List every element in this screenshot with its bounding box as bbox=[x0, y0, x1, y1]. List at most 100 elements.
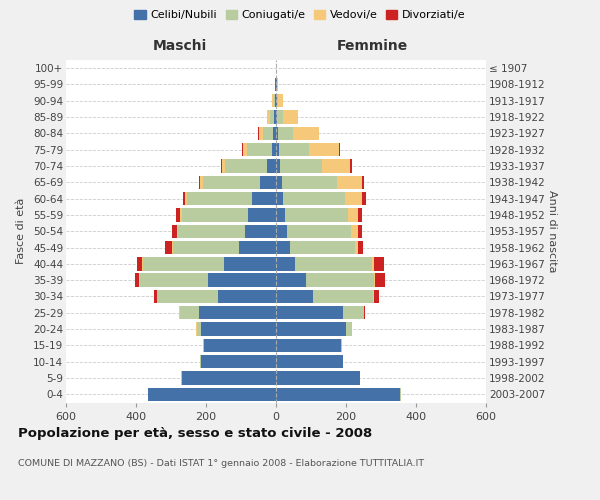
Bar bbox=[313, 290, 373, 303]
Bar bbox=[203, 338, 204, 352]
Bar bbox=[172, 224, 177, 238]
Bar bbox=[275, 94, 276, 108]
Bar bbox=[182, 192, 185, 205]
Bar bbox=[374, 257, 384, 270]
Bar bbox=[374, 290, 379, 303]
Bar bbox=[276, 388, 400, 401]
Bar bbox=[201, 322, 276, 336]
Bar bbox=[346, 322, 352, 336]
Bar bbox=[295, 257, 372, 270]
Bar bbox=[139, 274, 208, 287]
Bar bbox=[276, 322, 346, 336]
Bar bbox=[276, 355, 343, 368]
Legend: Celibi/Nubili, Coniugati/e, Vedovi/e, Divorziati/e: Celibi/Nubili, Coniugati/e, Vedovi/e, Di… bbox=[130, 6, 470, 25]
Bar bbox=[182, 208, 248, 222]
Bar bbox=[355, 241, 358, 254]
Bar bbox=[277, 110, 283, 124]
Bar bbox=[267, 110, 270, 124]
Bar bbox=[248, 208, 276, 222]
Bar bbox=[157, 290, 218, 303]
Bar bbox=[276, 143, 279, 156]
Bar bbox=[172, 241, 173, 254]
Bar bbox=[263, 126, 273, 140]
Bar bbox=[278, 126, 293, 140]
Bar bbox=[349, 208, 358, 222]
Bar bbox=[276, 176, 283, 189]
Bar bbox=[290, 241, 355, 254]
Bar bbox=[177, 224, 178, 238]
Bar bbox=[351, 224, 358, 238]
Bar bbox=[358, 241, 363, 254]
Bar bbox=[273, 126, 276, 140]
Bar bbox=[276, 110, 277, 124]
Bar bbox=[337, 176, 362, 189]
Bar bbox=[276, 78, 277, 91]
Bar bbox=[247, 143, 272, 156]
Bar bbox=[218, 290, 276, 303]
Bar bbox=[373, 290, 374, 303]
Bar bbox=[272, 143, 276, 156]
Bar bbox=[199, 306, 276, 320]
Bar bbox=[203, 176, 260, 189]
Bar bbox=[346, 192, 362, 205]
Bar bbox=[350, 160, 352, 172]
Bar bbox=[276, 241, 290, 254]
Bar bbox=[306, 274, 374, 287]
Bar bbox=[276, 290, 313, 303]
Bar bbox=[362, 192, 365, 205]
Bar bbox=[358, 208, 362, 222]
Bar bbox=[276, 257, 295, 270]
Bar bbox=[178, 224, 245, 238]
Bar bbox=[276, 306, 343, 320]
Bar bbox=[259, 126, 263, 140]
Bar bbox=[182, 372, 276, 384]
Bar bbox=[199, 176, 200, 189]
Bar bbox=[270, 110, 274, 124]
Text: COMUNE DI MAZZANO (BS) - Dati ISTAT 1° gennaio 2008 - Elaborazione TUTTITALIA.IT: COMUNE DI MAZZANO (BS) - Dati ISTAT 1° g… bbox=[18, 459, 424, 468]
Bar bbox=[276, 208, 285, 222]
Bar bbox=[142, 257, 143, 270]
Bar bbox=[260, 176, 276, 189]
Bar bbox=[372, 257, 374, 270]
Y-axis label: Anni di nascita: Anni di nascita bbox=[547, 190, 557, 272]
Bar bbox=[223, 257, 276, 270]
Bar bbox=[274, 110, 276, 124]
Bar bbox=[180, 306, 199, 320]
Bar bbox=[222, 160, 225, 172]
Bar bbox=[374, 274, 385, 287]
Bar bbox=[283, 110, 298, 124]
Bar bbox=[135, 274, 139, 287]
Bar bbox=[275, 78, 276, 91]
Bar bbox=[285, 208, 349, 222]
Bar bbox=[276, 224, 287, 238]
Bar bbox=[364, 306, 365, 320]
Bar bbox=[137, 257, 142, 270]
Bar bbox=[204, 338, 276, 352]
Bar bbox=[276, 160, 280, 172]
Bar bbox=[180, 208, 182, 222]
Bar bbox=[197, 322, 201, 336]
Bar bbox=[251, 192, 276, 205]
Bar bbox=[277, 94, 278, 108]
Bar bbox=[276, 94, 277, 108]
Bar bbox=[276, 274, 306, 287]
Bar bbox=[239, 241, 276, 254]
Bar bbox=[176, 208, 180, 222]
Bar bbox=[267, 160, 276, 172]
Bar bbox=[221, 160, 222, 172]
Bar bbox=[272, 94, 274, 108]
Bar bbox=[274, 94, 275, 108]
Bar bbox=[362, 176, 364, 189]
Bar bbox=[278, 94, 283, 108]
Bar bbox=[276, 126, 278, 140]
Bar bbox=[322, 160, 350, 172]
Bar bbox=[245, 224, 276, 238]
Bar bbox=[208, 274, 276, 287]
Bar bbox=[143, 257, 223, 270]
Bar bbox=[187, 192, 251, 205]
Text: Maschi: Maschi bbox=[152, 39, 206, 53]
Text: Femmine: Femmine bbox=[337, 39, 408, 53]
Bar bbox=[341, 338, 342, 352]
Bar bbox=[148, 388, 276, 401]
Bar bbox=[200, 176, 203, 189]
